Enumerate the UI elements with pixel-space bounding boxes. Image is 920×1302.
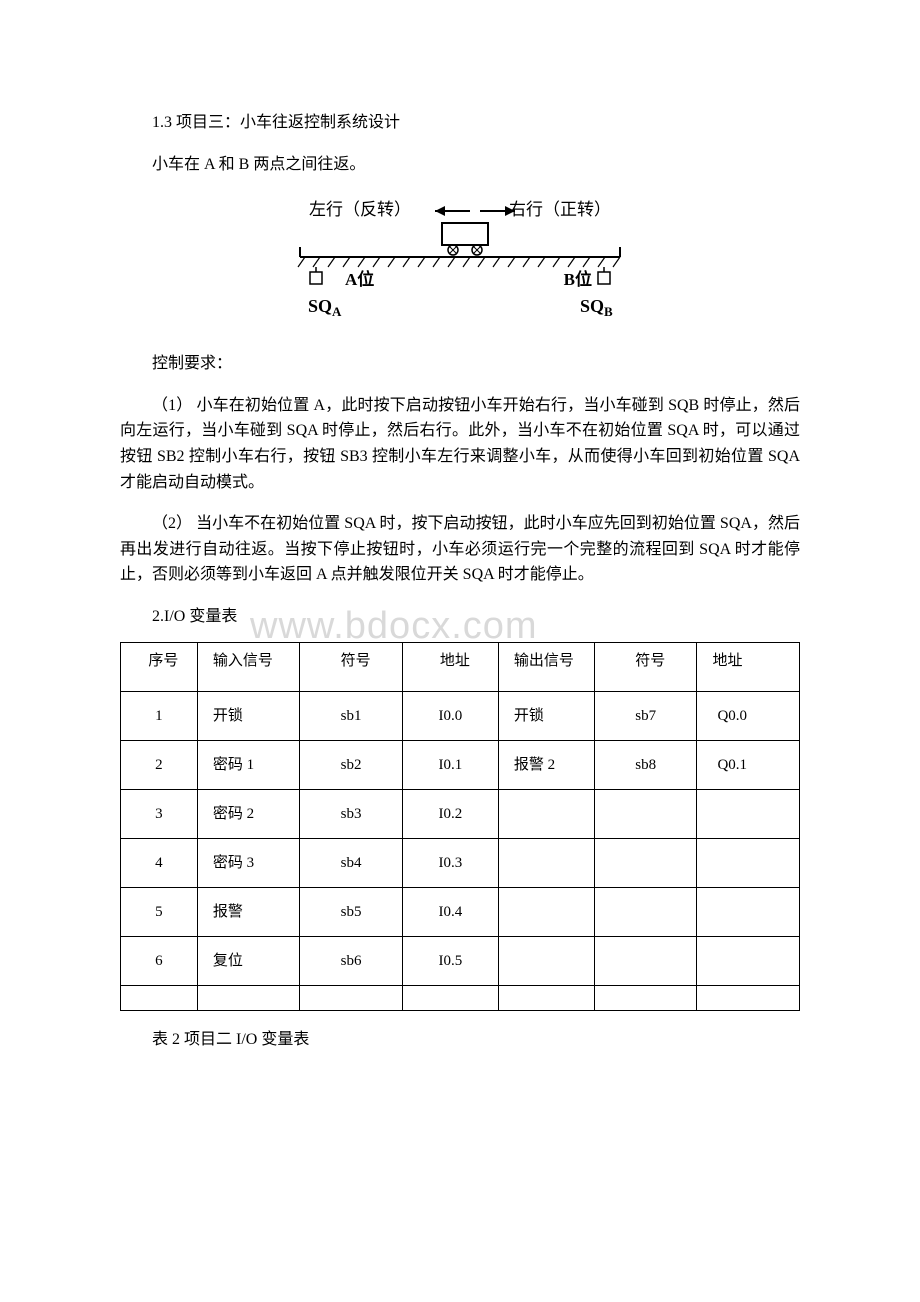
diagram-container: 左行（反转） 右行（正转） [120,197,800,327]
cell-addr2 [697,887,800,936]
cell-sym2 [594,838,696,887]
table-row: 6 复位 sb6 I0.5 [121,936,800,985]
th-addr: 地址 [409,649,492,673]
table-row: 2 密码 1 sb2 I0.1 报警 2 sb8 Q0.1 [121,740,800,789]
th-sym2: 符号 [601,649,690,673]
cell-input: 开锁 [197,691,299,740]
cell-sym: sb3 [300,789,402,838]
cell-input: 报警 [197,887,299,936]
cell-input: 密码 2 [197,789,299,838]
cell-output [498,838,594,887]
cell-seq: 2 [121,740,198,789]
heading-requirements: 控制要求： [120,351,800,377]
cell-addr: I0.3 [402,838,498,887]
cell-output [498,789,594,838]
table-row: 5 报警 sb5 I0.4 [121,887,800,936]
th-addr2: 地址 [703,649,793,673]
cell-addr: I0.1 [402,740,498,789]
cell-sym: sb1 [300,691,402,740]
cell-input: 密码 3 [197,838,299,887]
th-seq: 序号 [127,649,191,673]
io-table: 序号 输入信号 符号 地址 输出信号 符号 地址 1 开锁 sb1 I0.0 开… [120,642,800,1011]
cell-sym: sb5 [300,887,402,936]
heading-project3: 1.3 项目三：小车往返控制系统设计 [120,110,800,136]
cell-output: 报警 2 [498,740,594,789]
cell-sym2 [594,936,696,985]
table-header-row: 序号 输入信号 符号 地址 输出信号 符号 地址 [121,642,800,691]
cell-addr2: Q0.1 [697,740,800,789]
table-row: 4 密码 3 sb4 I0.3 [121,838,800,887]
table-caption: 表 2 项目二 I/O 变量表 [120,1027,800,1053]
pos-a-label: A位 [345,269,374,289]
cell-sym2 [594,789,696,838]
cell-sym: sb4 [300,838,402,887]
cell-sym: sb6 [300,936,402,985]
left-label: 左行（反转） [309,200,411,219]
cell-output [498,936,594,985]
cell-seq: 6 [121,936,198,985]
requirement-1: （1） 小车在初始位置 A，此时按下启动按钮小车开始右行，当小车碰到 SQB 时… [120,393,800,495]
cell-addr2 [697,838,800,887]
table-empty-row [121,985,800,1010]
cell-addr2: Q0.0 [697,691,800,740]
table-row: 3 密码 2 sb3 I0.2 [121,789,800,838]
cell-sym2: sb7 [594,691,696,740]
th-sym: 符号 [306,649,395,673]
cell-addr: I0.2 [402,789,498,838]
cell-sym2: sb8 [594,740,696,789]
pos-b-label: B位 [564,269,592,289]
section-io-table: 2.I/O 变量表 [120,604,800,630]
cell-output: 开锁 [498,691,594,740]
cell-input: 复位 [197,936,299,985]
th-output: 输出信号 [505,649,588,673]
requirement-2: （2） 当小车不在初始位置 SQA 时，按下启动按钮，此时小车应先回到初始位置 … [120,511,800,588]
th-input: 输入信号 [204,649,293,673]
cell-addr: I0.0 [402,691,498,740]
table-row: 1 开锁 sb1 I0.0 开锁 sb7 Q0.0 [121,691,800,740]
sqa-label: SQA [308,296,342,319]
cell-input: 密码 1 [197,740,299,789]
cart-diagram: 左行（反转） 右行（正转） [270,197,650,327]
cell-seq: 1 [121,691,198,740]
cell-addr2 [697,936,800,985]
cell-addr2 [697,789,800,838]
cell-output [498,887,594,936]
cell-seq: 5 [121,887,198,936]
cell-seq: 3 [121,789,198,838]
cell-sym2 [594,887,696,936]
cell-addr: I0.5 [402,936,498,985]
cell-seq: 4 [121,838,198,887]
sqb-label: SQB [580,296,613,319]
right-label: 右行（正转） [509,200,611,219]
line-intro: 小车在 A 和 B 两点之间往返。 [120,152,800,178]
cell-addr: I0.4 [402,887,498,936]
cell-sym: sb2 [300,740,402,789]
